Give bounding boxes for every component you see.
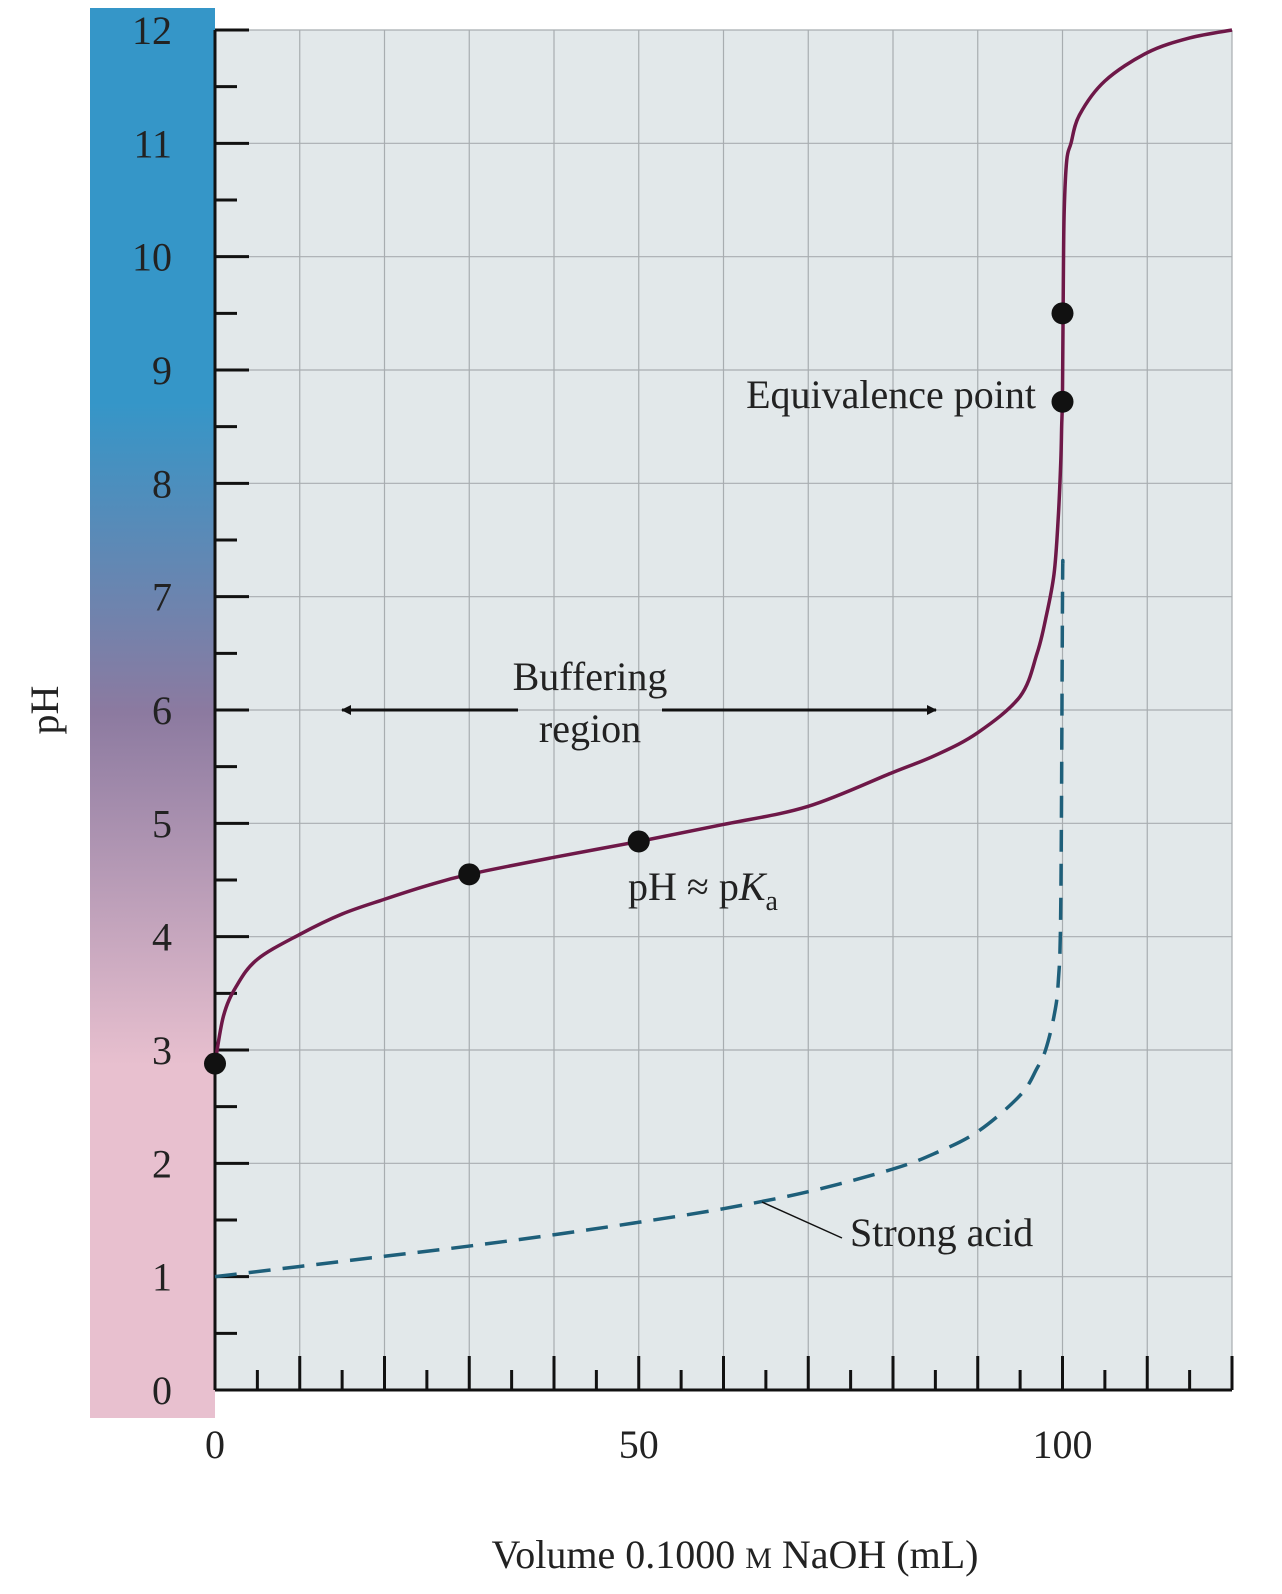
y-tick-label: 1 bbox=[152, 1255, 172, 1300]
y-tick-label: 4 bbox=[152, 915, 172, 960]
y-tick-label: 8 bbox=[152, 461, 172, 506]
series-layer bbox=[213, 28, 1233, 1279]
y-tick-label: 9 bbox=[152, 348, 172, 393]
y-tick-label: 10 bbox=[132, 235, 172, 280]
data-point bbox=[1051, 302, 1074, 325]
axes bbox=[213, 28, 1234, 1392]
y-tick-label: 6 bbox=[152, 688, 172, 733]
strong-acid-curve bbox=[214, 558, 1065, 1279]
pka-label-k: K bbox=[738, 864, 768, 909]
strong-acid-leader-line bbox=[761, 1201, 843, 1239]
x-tick-label: 50 bbox=[619, 1422, 659, 1467]
equivalence-point-label: Equivalence point bbox=[746, 372, 1036, 417]
y-tick-label: 3 bbox=[152, 1028, 172, 1073]
ph-color-scale bbox=[90, 8, 215, 1418]
data-point bbox=[1051, 390, 1074, 413]
y-tick-label: 7 bbox=[152, 575, 172, 620]
y-tick-label: 11 bbox=[133, 121, 172, 166]
strong-acid-label: Strong acid bbox=[850, 1210, 1033, 1255]
data-point bbox=[458, 863, 481, 886]
pka-label-subscript: a bbox=[766, 886, 779, 917]
points-layer bbox=[204, 302, 1074, 1075]
x-axis-title: Volume 0.1000 M NaOH (mL) bbox=[491, 1532, 978, 1577]
x-tick-label: 100 bbox=[1033, 1422, 1093, 1467]
y-tick-label: 2 bbox=[152, 1141, 172, 1186]
y-tick-label: 5 bbox=[152, 801, 172, 846]
y-tick-label: 0 bbox=[152, 1368, 172, 1413]
weak-acid-curve bbox=[213, 28, 1233, 1064]
buffering-region-label-line1: Buffering bbox=[513, 654, 668, 699]
x-axis-title-suffix: NaOH (mL) bbox=[772, 1532, 979, 1577]
y-tick-label: 12 bbox=[132, 8, 172, 53]
x-tick-label: 0 bbox=[205, 1422, 225, 1467]
data-point bbox=[204, 1052, 226, 1075]
pka-label: pH ≈ pKa bbox=[628, 864, 779, 917]
pka-label-prefix: pH ≈ p bbox=[628, 864, 739, 909]
buffering-region-label-line2: region bbox=[539, 706, 641, 751]
x-axis-title-prefix: Volume 0.1000 bbox=[491, 1532, 745, 1577]
data-point bbox=[627, 830, 650, 853]
x-axis-title-unit: M bbox=[745, 1542, 772, 1575]
y-axis-title: pH bbox=[22, 686, 67, 735]
